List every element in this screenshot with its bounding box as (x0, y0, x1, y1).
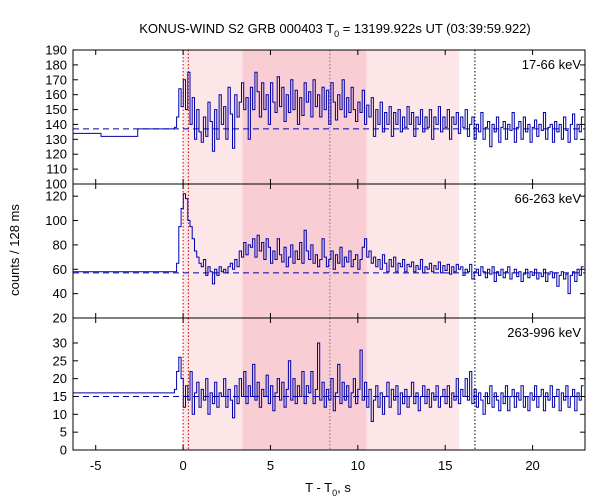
chart-title-main: KONUS-WIND S2 GRB 000403 T (139, 21, 334, 36)
x-axis-label-rest: , s (337, 480, 351, 495)
panel-1-y-tick-label: 170 (45, 72, 67, 87)
panel-2-y-tick-label: 80 (53, 237, 67, 252)
x-tick-label: 15 (438, 458, 452, 473)
panel-1-y-tick-label: 120 (45, 147, 67, 162)
chart-title-rest: = 13199.922s UT (03:39:59.922) (339, 21, 531, 36)
panel-3-y-tick-label: 30 (53, 335, 67, 350)
panel-1-y-tick-label: 110 (46, 162, 67, 177)
x-axis-label: T - T0, s (305, 480, 351, 498)
panel-2-y-tick-label: 120 (45, 189, 67, 204)
panel-3-y-tick-label: 25 (53, 353, 67, 368)
panel-2-y-tick-label-bottom: 20 (53, 311, 67, 326)
x-tick-label: 5 (267, 458, 274, 473)
panel-1-y-tick-label: 150 (45, 102, 67, 117)
panel-1-energy-label: 17-66 keV (522, 57, 582, 72)
x-tick-label: 20 (525, 458, 539, 473)
panel-2-energy-label: 66-263 keV (515, 191, 582, 206)
panel-3-y-tick-label: 5 (60, 425, 67, 440)
panel-2-y-tick-label: 60 (53, 262, 67, 277)
panel-1-y-tick-label: 160 (45, 87, 67, 102)
panel-3-y-tick-label: 15 (53, 389, 67, 404)
panel-1-y-tick-label: 180 (45, 57, 67, 72)
chart-title-subscript: 0 (334, 29, 339, 39)
panel-3-y-tick-label: 20 (53, 371, 67, 386)
panel-3-frame (72, 317, 586, 451)
panel-3-light-curve (73, 342, 584, 422)
panel-1-y-tick-label-bottom: 100 (45, 177, 67, 192)
panel-3-y-tick-label: 0 (60, 443, 67, 458)
panel-3-y-tick-label: 10 (53, 407, 67, 422)
x-tick-label: 10 (351, 458, 365, 473)
panel-3-energy-label: 263-996 keV (507, 325, 581, 340)
panel-3: 0 5 10 15 20 25 30 263-996 keV (53, 317, 586, 458)
panel-2-y-tick-label: 40 (53, 286, 67, 301)
panel-2-y-tick-label: 100 (45, 213, 67, 228)
x-axis-label-subscript: 0 (332, 488, 337, 498)
panel-1-y-tick-label: 190 (45, 43, 67, 58)
panel-1-light-curve (73, 71, 584, 152)
y-axis-label: counts / 128 ms (7, 204, 22, 296)
panel-1-y-tick-label: 130 (45, 132, 67, 147)
panel-1-y-tick-label: 140 (45, 117, 67, 132)
panel-2: 40 60 80 100 120 20 66-263 keV (45, 183, 586, 326)
panel-2-light-curve (73, 193, 584, 295)
chart-title: KONUS-WIND S2 GRB 000403 T0 = 13199.922s… (139, 21, 531, 39)
x-tick-label: -5 (90, 458, 102, 473)
x-tick-label: 0 (179, 458, 186, 473)
x-axis-label-main: T - T (305, 480, 332, 495)
